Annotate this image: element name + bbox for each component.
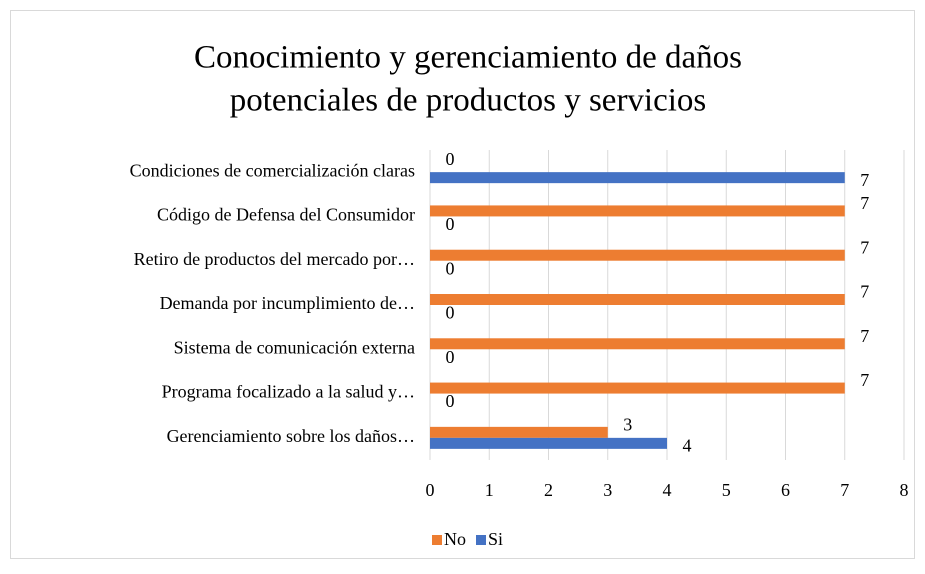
data-label: 4 [683, 435, 692, 455]
data-label: 0 [446, 258, 455, 278]
legend-label: Si [488, 529, 503, 549]
chart-title: Conocimiento y gerenciamiento de daños [194, 40, 742, 76]
y-tick-label: Sistema de comunicación externa [174, 337, 415, 357]
bar [430, 172, 845, 184]
data-label: 7 [860, 170, 869, 190]
legend-swatch [432, 535, 442, 545]
legend-label: No [444, 529, 466, 549]
y-tick-label: Código de Defensa del Consumidor [157, 205, 415, 225]
data-label: 0 [446, 347, 455, 367]
bar [430, 382, 845, 394]
chart-title: potenciales de productos y servicios [230, 83, 707, 119]
y-tick-label: Gerenciamiento sobre los daños… [167, 426, 415, 446]
bar [430, 294, 845, 305]
data-label: 7 [860, 237, 869, 257]
y-tick-label: Condiciones de comercialización claras [130, 160, 415, 180]
bar [430, 437, 667, 449]
data-label: 7 [860, 193, 869, 213]
x-tick-label: 8 [900, 480, 909, 500]
x-tick-label: 5 [722, 480, 731, 500]
data-label: 7 [860, 282, 869, 302]
y-tick-label: Programa focalizado a la salud y… [162, 382, 415, 402]
chart-frame [10, 10, 915, 559]
bar [430, 338, 845, 350]
data-label: 0 [446, 391, 455, 411]
data-label: 0 [446, 303, 455, 323]
x-tick-label: 4 [663, 480, 672, 500]
data-label: 0 [446, 214, 455, 234]
data-label: 0 [446, 149, 455, 169]
bar [430, 426, 608, 438]
y-tick-label: Demanda por incumplimiento de… [160, 293, 415, 313]
legend-swatch [476, 535, 486, 545]
data-label: 3 [623, 414, 632, 434]
x-tick-label: 1 [485, 480, 494, 500]
bar [430, 249, 845, 261]
x-tick-label: 3 [603, 480, 612, 500]
data-label: 7 [860, 326, 869, 346]
bar [430, 205, 845, 217]
x-tick-label: 2 [544, 480, 553, 500]
x-tick-label: 0 [426, 480, 435, 500]
y-tick-label: Retiro de productos del mercado por… [134, 249, 415, 269]
x-tick-label: 7 [840, 480, 849, 500]
x-tick-label: 6 [781, 480, 790, 500]
data-label: 7 [860, 370, 869, 390]
